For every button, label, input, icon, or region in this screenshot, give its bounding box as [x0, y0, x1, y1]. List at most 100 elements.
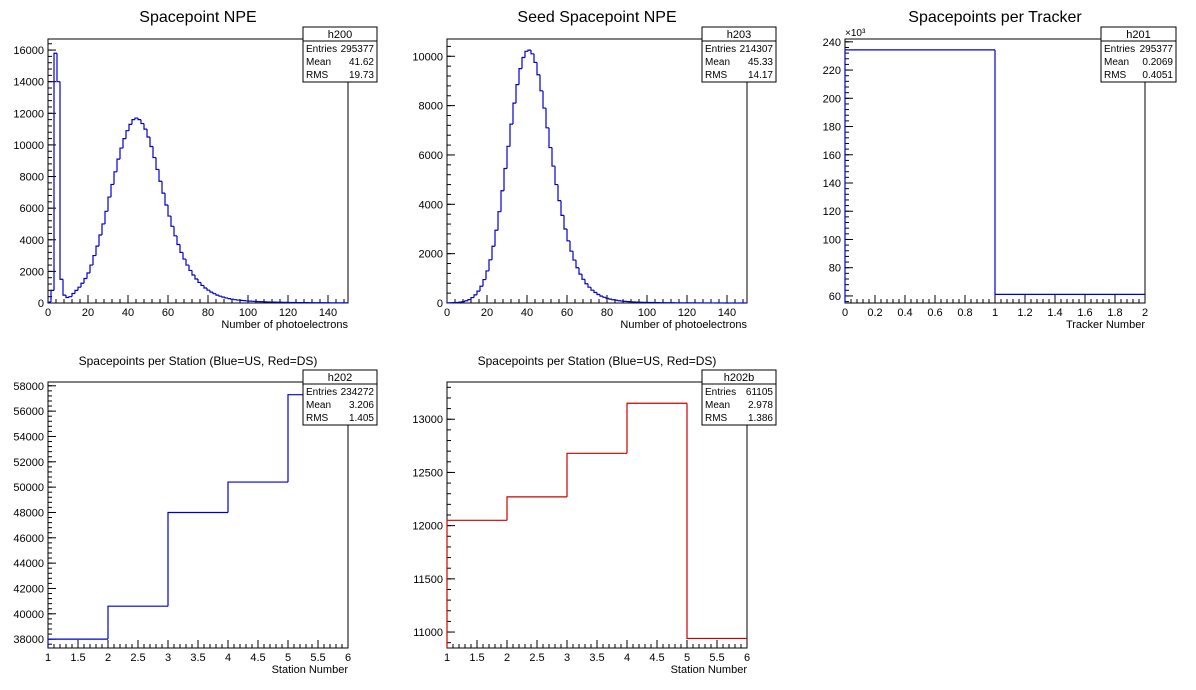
- histogram-bin: [479, 285, 483, 292]
- chart-title: Spacepoints per Tracker: [908, 9, 1082, 26]
- y-exponent-label: ×10³: [845, 28, 866, 39]
- y-tick-label: 12500: [412, 467, 443, 479]
- chart-title: Spacepoint NPE: [139, 9, 256, 26]
- histogram-bin: [218, 295, 222, 297]
- histogram-bin: [194, 275, 198, 280]
- histogram-bin: [605, 297, 609, 299]
- stats-label: Entries: [1104, 44, 1135, 55]
- histogram-bin: [512, 102, 516, 125]
- histogram-bin: [77, 286, 81, 291]
- stats-label: RMS: [1104, 70, 1127, 81]
- stats-label: Entries: [705, 387, 736, 398]
- stats-label: Entries: [306, 387, 337, 398]
- stats-label: Mean: [1104, 57, 1129, 68]
- x-tick-label: 2: [504, 652, 510, 664]
- histogram-bin: [164, 193, 168, 206]
- x-tick-label: 2.5: [130, 652, 145, 664]
- stats-value: 19.73: [349, 70, 374, 81]
- histogram-bin: [56, 53, 60, 83]
- histogram-bin: [107, 605, 168, 640]
- x-tick-label: 3.5: [190, 652, 205, 664]
- histogram-bin: [494, 229, 498, 247]
- histogram-panel-h202b: Spacepoints per Station (Blue=US, Red=DS…: [412, 354, 777, 676]
- y-tick-label: 6000: [419, 150, 443, 162]
- histogram-bin: [515, 84, 519, 104]
- histogram-bin: [467, 298, 471, 301]
- histogram-bin: [509, 123, 513, 147]
- x-axis-title: Station Number: [272, 664, 349, 676]
- stats-value: 61105: [746, 387, 774, 398]
- histogram-bin: [161, 181, 165, 194]
- y-tick-label: 140: [823, 178, 841, 190]
- stats-box: h201 Entries 295377 Mean 0.2069 RMS 0.4051: [1100, 26, 1177, 83]
- histogram-bin: [686, 403, 747, 640]
- histogram-bin: [554, 166, 558, 186]
- histogram-bin: [83, 277, 87, 284]
- histogram-bin: [491, 245, 495, 260]
- histogram-bin: [134, 117, 138, 120]
- histogram-panel-h203: Seed Spacepoint NPE020004000600080001000…: [412, 9, 777, 331]
- x-tick-label: 3: [165, 652, 171, 664]
- x-tick-label: 1: [444, 652, 450, 664]
- histogram-bin: [584, 279, 588, 285]
- histogram-bin: [614, 299, 618, 301]
- histogram-bin: [563, 215, 567, 230]
- histogram-bin: [128, 123, 132, 131]
- chart-title: Seed Spacepoint NPE: [517, 9, 676, 26]
- x-tick-label: 0.4: [897, 307, 912, 319]
- histogram-bin: [179, 244, 183, 254]
- histogram-bin: [170, 216, 174, 227]
- stats-label: Mean: [306, 57, 331, 68]
- histogram-bin: [116, 158, 120, 172]
- x-axis-title: Number of photoelectrons: [620, 319, 747, 331]
- histogram-bin: [152, 146, 156, 159]
- y-tick-label: 52000: [13, 457, 44, 469]
- stats-box-name: h200: [328, 29, 352, 41]
- x-tick-label: 1: [45, 652, 51, 664]
- histogram-bin: [149, 137, 153, 148]
- y-tick-label: 44000: [13, 558, 44, 570]
- x-tick-label: 0.6: [927, 307, 942, 319]
- histogram-bin: [176, 235, 180, 246]
- y-tick-label: 50000: [13, 482, 44, 494]
- y-tick-label: 54000: [13, 431, 44, 443]
- histogram-bin: [137, 118, 141, 121]
- y-tick-label: 2000: [419, 249, 443, 261]
- histogram-bin: [530, 50, 534, 55]
- histogram-bin: [86, 272, 90, 279]
- x-tick-label: 2: [105, 652, 111, 664]
- chart-title: Spacepoints per Station (Blue=US, Red=DS…: [79, 354, 318, 368]
- histogram-panel-h200: Spacepoint NPE02000400060008000100001200…: [13, 9, 378, 331]
- stats-box-frame: [1100, 26, 1177, 83]
- histogram-bin: [47, 638, 108, 648]
- y-tick-label: 8000: [419, 101, 443, 113]
- histogram-bin: [173, 226, 177, 237]
- histogram-bin: [569, 240, 573, 252]
- histogram-bin: [500, 190, 504, 212]
- histogram-bin: [89, 264, 93, 273]
- y-tick-label: 58000: [13, 381, 44, 393]
- stats-value: 0.4051: [1142, 70, 1173, 81]
- stats-value: 3.206: [349, 400, 374, 411]
- y-tick-label: 16000: [13, 45, 44, 57]
- histogram-bin: [125, 130, 129, 139]
- histogram-bin: [503, 167, 507, 191]
- x-tick-label: 1: [992, 307, 998, 319]
- histogram-bin: [476, 290, 480, 295]
- stats-value: 1.405: [349, 413, 374, 424]
- x-tick-label: 0.8: [957, 307, 972, 319]
- stats-value: 41.62: [349, 57, 374, 68]
- y-tick-label: 6000: [20, 203, 44, 215]
- histogram-bin: [602, 296, 606, 298]
- histogram-bin: [95, 245, 99, 256]
- x-axis-title: Tracker Number: [1066, 319, 1145, 331]
- stats-box-frame: [302, 26, 378, 83]
- histogram-bin: [221, 296, 225, 298]
- histogram-bin: [470, 296, 474, 300]
- histogram-bin: [122, 137, 126, 149]
- y-tick-label: 4000: [419, 199, 443, 211]
- y-tick-label: 240: [823, 37, 841, 49]
- stats-label: RMS: [705, 70, 728, 81]
- histogram-bin: [101, 223, 105, 236]
- y-tick-label: 0: [437, 298, 443, 310]
